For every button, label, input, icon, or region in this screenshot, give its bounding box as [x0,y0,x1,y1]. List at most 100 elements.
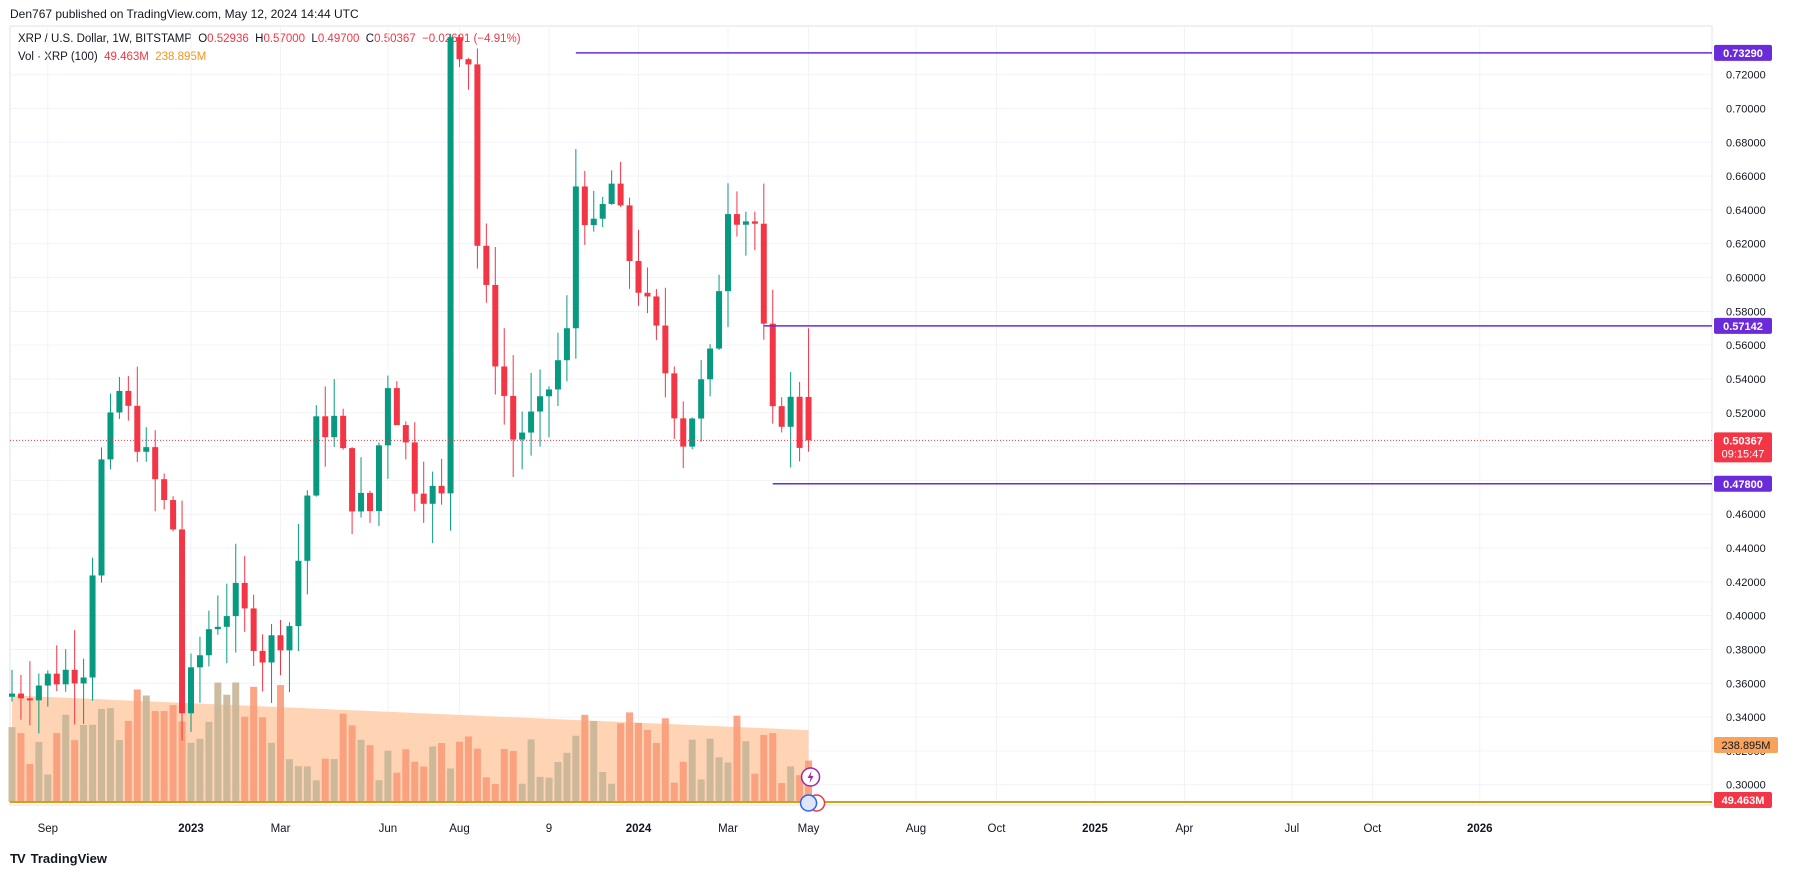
volume-bar [796,775,804,802]
volume-bar [357,739,365,802]
vol-badge-bg [1714,792,1772,808]
candle-body [241,582,248,609]
candle-body [295,560,302,627]
countdown-label: 09:15:47 [1722,448,1765,460]
candle-body [528,411,535,433]
candle-body [554,360,561,390]
candle-body [250,608,257,651]
volume-bar [205,721,213,802]
y-tick-label: 0.40000 [1726,611,1766,623]
candle-body [805,396,812,441]
candle-body [626,205,633,262]
candle-body [760,223,767,324]
flag-icon[interactable] [799,794,818,812]
candle-body [80,677,87,684]
candle-body [644,292,651,297]
level-label-2-bg [1714,317,1772,334]
volume-bar [62,714,70,802]
volume-bar [715,757,723,802]
candle-body [286,626,293,651]
x-tick-label: Aug [906,823,926,835]
y-tick-label: 0.52000 [1726,408,1766,420]
candle-body [17,693,24,699]
candle-body [402,425,409,443]
volume-ma-value: 238.895M [155,51,207,63]
volume-bar [241,716,249,802]
footer-brand: TV TradingView [10,851,107,866]
volume-bars [8,682,1712,803]
x-tick-label: Aug [449,823,469,835]
candle-body [98,459,105,576]
volume-bar [527,739,535,802]
candle-body [214,626,221,630]
volume-bar [608,783,616,802]
candle-body [26,698,33,701]
candle-body [510,395,517,440]
volume-bar [778,783,786,802]
volume-bar [518,783,526,802]
volume-bar [447,768,455,802]
close-value: 0.50367 [374,33,416,45]
candle-body [725,214,731,292]
candle-body [420,493,427,504]
volume-bar [321,758,329,802]
candles [9,33,812,741]
volume-bar [545,777,553,802]
y-tick-label: 0.42000 [1726,577,1766,589]
candle-body [277,635,284,651]
volume-bar [124,720,132,802]
y-tick-label: 0.60000 [1726,273,1766,285]
x-tick-label: 2025 [1082,823,1108,835]
candle-body [196,655,203,668]
candle-body [733,214,740,225]
candle-body [322,416,329,438]
x-tick-label: 2024 [626,823,652,835]
volume-bar [670,782,678,802]
x-tick-label: Jun [379,823,398,835]
y-tick-label: 0.66000 [1726,171,1766,183]
high-value: 0.57000 [263,33,306,45]
volume-bar [787,766,795,802]
volume-bar [89,724,97,802]
volume-bar [617,723,625,802]
volume-bar [411,761,419,802]
candle-body [653,296,660,326]
volume-bar [160,711,168,802]
volume-bar [151,711,159,802]
open-value: 0.52936 [207,33,249,45]
candle-body [689,418,696,447]
volume-bar [590,721,598,802]
candle-body [519,432,526,440]
volume-bar [420,766,428,802]
candle-body [572,186,579,329]
volume-bar [259,717,267,802]
event-icons [799,767,826,812]
volume-bar [706,738,714,802]
candle-body [751,221,758,224]
volume-bar [375,780,383,802]
volume-bar [473,748,481,802]
volume-bar [35,741,43,802]
volume-bar [268,742,276,802]
volume-bar [599,771,607,802]
vol-label: 49.463M [1722,795,1765,807]
candle-body [161,479,168,501]
volume-bar [626,712,634,802]
volume-bar [393,772,401,802]
symbol-title: XRP / U.S. Dollar, 1W, BITSTAMP [18,33,192,45]
level-label-3-bg [1714,475,1772,492]
volume-bar [330,759,338,802]
volume-bar [98,708,105,802]
candle-body [492,284,499,367]
y-tick-label: 0.36000 [1726,678,1766,690]
y-tick-label: 0.64000 [1726,205,1766,217]
candle-body [205,629,212,656]
candle-body [698,379,705,419]
candle-body [581,186,588,226]
volume-bar [536,776,544,802]
low-value: 0.49700 [317,33,360,45]
x-tick-label: Sep [38,823,58,835]
volume-bar [303,766,311,802]
y-tick-label: 0.72000 [1726,70,1766,82]
